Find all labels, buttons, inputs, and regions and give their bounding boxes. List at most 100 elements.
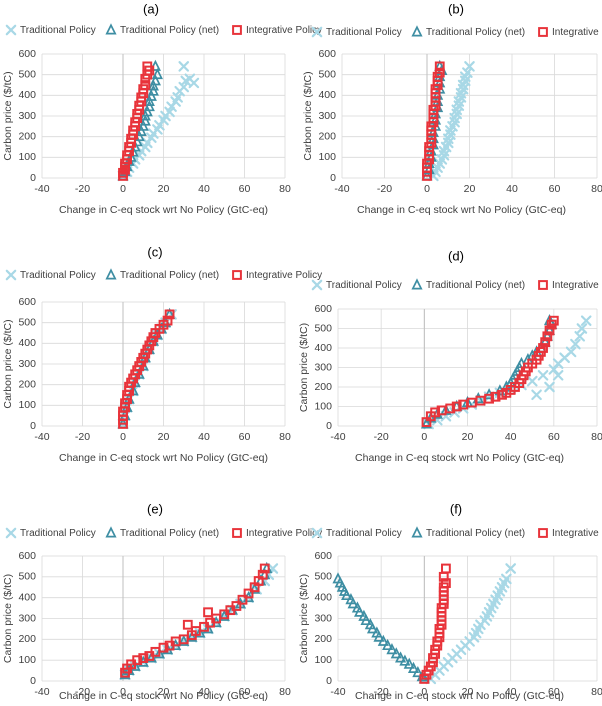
data-point-traditional_net — [390, 647, 402, 659]
y-tick-label: 0 — [326, 420, 332, 432]
chart-panel-c: (c) Traditional Policy Traditional Policy … — [2, 244, 322, 463]
y-tick-label: 200 — [318, 130, 336, 142]
data-point-traditional_net — [354, 605, 366, 617]
y-tick-label: 400 — [314, 591, 332, 603]
x-tick-label: 0 — [120, 686, 126, 698]
y-tick-label: 600 — [18, 550, 36, 562]
x-tick-label: 80 — [279, 183, 291, 195]
data-point-integrative — [158, 642, 169, 653]
x-tick-label: -20 — [75, 431, 90, 443]
x-tick-labels: -40 -20 0 20 40 60 80 — [34, 431, 291, 443]
data-point-traditional_net — [373, 630, 385, 642]
x-tick-labels: -40 -20 0 20 40 60 80 — [334, 183, 602, 195]
legend-marker-integrative — [232, 270, 242, 280]
x-tick-label: 40 — [505, 686, 517, 698]
series-traditional — [428, 61, 475, 182]
data-point-integrative — [259, 563, 270, 574]
y-tick-labels: 0 100 200 300 400 500 600 — [314, 303, 332, 432]
y-axis-title: Carbon price ($/tC) — [2, 71, 14, 160]
x-tick-label: 60 — [239, 183, 251, 195]
data-point-traditional — [188, 77, 200, 89]
y-axis-title: Carbon price ($/tC) — [2, 319, 14, 408]
series-traditional — [425, 563, 516, 685]
legend-label-integrative: Integrative Policy — [552, 528, 602, 539]
legend-marker-traditional — [5, 269, 17, 281]
series-integrative — [118, 309, 175, 429]
data-point-integrative — [538, 343, 548, 353]
y-tick-label: 0 — [30, 172, 36, 184]
legend-marker-integrative — [232, 528, 242, 538]
y-tick-label: 400 — [18, 591, 36, 603]
data-point-integrative — [231, 601, 242, 611]
x-tick-label: -40 — [34, 686, 49, 698]
legend-label-traditional_net: Traditional Policy (net) — [426, 27, 525, 38]
y-tick-labels: 0 100 200 300 400 500 600 — [18, 296, 36, 432]
data-point-traditional_net — [218, 609, 230, 621]
data-point-traditional_net — [420, 417, 433, 429]
x-tick-label: 60 — [239, 686, 251, 698]
data-point-traditional_net — [147, 79, 159, 91]
data-point-traditional_net — [145, 89, 157, 101]
data-point-integrative — [441, 563, 451, 574]
data-point-integrative — [430, 407, 441, 418]
x-tick-label: 40 — [506, 183, 518, 195]
legend-label-traditional: Traditional Policy — [20, 270, 96, 281]
data-point-traditional — [552, 370, 564, 381]
data-point-traditional — [526, 375, 538, 387]
x-tick-label: -40 — [34, 431, 49, 443]
series-integrative — [419, 563, 451, 684]
data-point-integrative — [132, 655, 143, 666]
legend-marker-integrative — [538, 27, 548, 37]
data-point-traditional — [464, 61, 475, 72]
legend-label-integrative: Integrative Policy — [552, 27, 602, 38]
x-axis-title: Change in C-eq stock wrt No Policy (GtC-… — [357, 204, 566, 216]
x-tick-label: 0 — [120, 183, 126, 195]
y-tick-label: 600 — [18, 48, 36, 60]
data-point-integrative — [182, 619, 193, 630]
legend-label-integrative: Integrative Policy — [552, 280, 602, 291]
x-tick-label: 80 — [279, 431, 291, 443]
y-tick-label: 0 — [30, 675, 36, 687]
data-point-integrative — [451, 401, 462, 412]
x-tick-label: -20 — [377, 183, 392, 195]
x-axis-title: Change in C-eq stock wrt No Policy (GtC-… — [59, 452, 268, 464]
legend: Traditional Policy Traditional Policy (ne… — [5, 268, 322, 281]
series-integrative — [120, 563, 270, 678]
y-tick-label: 200 — [18, 378, 36, 390]
legend-marker-traditional_net — [411, 25, 423, 37]
legend-marker-traditional_net — [105, 526, 117, 538]
data-point-traditional_net — [151, 67, 164, 80]
data-point-traditional — [576, 323, 588, 334]
x-tick-label: -40 — [330, 686, 345, 698]
data-point-traditional_net — [412, 665, 424, 678]
x-tick-label: -40 — [334, 183, 349, 195]
legend-label-traditional: Traditional Policy — [20, 25, 96, 36]
y-axis-title: Carbon price ($/tC) — [2, 574, 14, 663]
data-point-integrative — [434, 67, 445, 78]
legend-label-traditional: Traditional Policy — [326, 528, 402, 539]
x-axis-title: Change in C-eq stock wrt No Policy (GtC-… — [59, 690, 268, 702]
y-tick-label: 300 — [18, 612, 36, 624]
y-tick-label: 600 — [314, 550, 332, 562]
x-tick-label: 80 — [591, 183, 602, 195]
data-point-traditional — [544, 381, 555, 393]
data-point-traditional_net — [137, 119, 149, 131]
data-point-traditional_net — [386, 643, 398, 655]
y-tick-label: 600 — [314, 303, 332, 315]
y-tick-label: 200 — [314, 381, 332, 393]
x-tick-label: 60 — [239, 431, 251, 443]
y-tick-label: 0 — [330, 172, 336, 184]
x-tick-label: -20 — [75, 183, 90, 195]
data-point-integrative — [257, 569, 268, 580]
legend: Traditional Policy Traditional Policy (ne… — [311, 25, 602, 38]
data-point-traditional — [178, 61, 190, 72]
x-tick-label: 40 — [505, 431, 517, 443]
data-point-traditional_net — [143, 94, 155, 106]
data-point-integrative — [164, 309, 175, 320]
panel-label: (f) — [450, 501, 462, 516]
data-point-traditional_net — [341, 588, 353, 601]
data-point-traditional_net — [143, 99, 155, 112]
y-tick-label: 100 — [314, 400, 332, 412]
y-tick-label: 200 — [18, 130, 36, 142]
